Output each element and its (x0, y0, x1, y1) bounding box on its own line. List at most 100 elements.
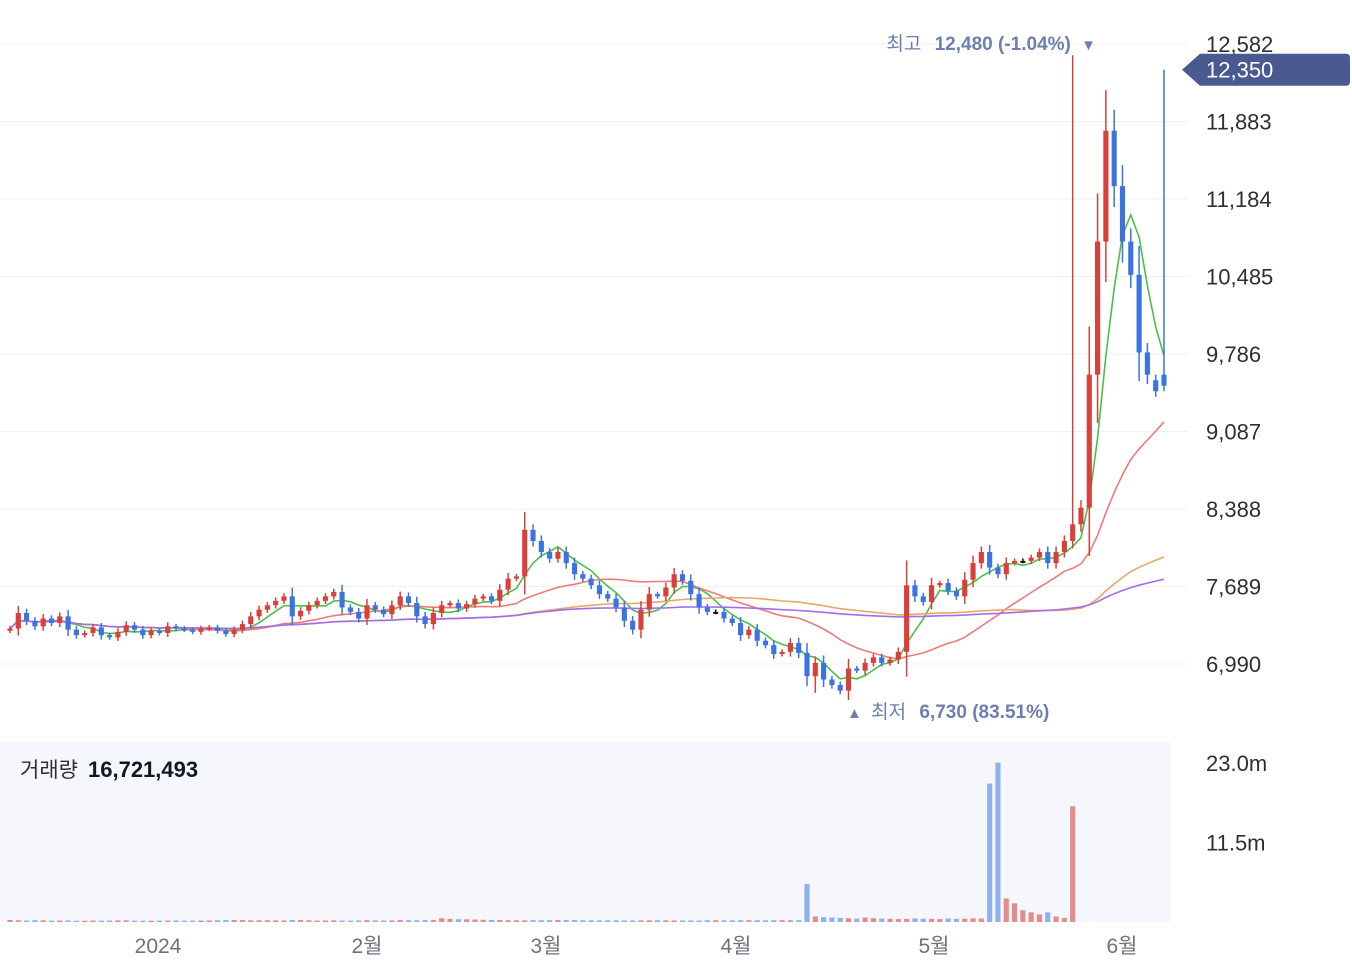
candle-body (405, 596, 412, 604)
candle-body (497, 589, 503, 601)
candle-body (464, 604, 470, 609)
volume-bar (779, 920, 785, 922)
volume-bar (1028, 912, 1034, 922)
volume-bar (1011, 903, 1018, 922)
candle-body (1111, 130, 1117, 187)
candle-body (439, 605, 445, 613)
volume-bar (920, 918, 926, 922)
candle-body (995, 567, 1001, 575)
volume-bar (530, 920, 536, 922)
volume-bar (937, 919, 943, 922)
candle-body (173, 626, 179, 629)
candle-body (1070, 524, 1076, 541)
candle-body (414, 603, 420, 617)
candle-body (513, 576, 520, 579)
volume-bar (488, 919, 495, 922)
volume-bar (464, 919, 470, 922)
volume-bar (206, 920, 212, 922)
current-price-tag-text: 12,350 (1206, 58, 1273, 83)
high-annotation-arrow: ▼ (1081, 37, 1096, 54)
volume-bar (987, 783, 993, 922)
candle-body (937, 583, 943, 586)
low-annotation: ▲ 최저 6,730 (83.51%) (847, 701, 1049, 723)
moving-average-lines (9, 212, 1165, 680)
candle-body (796, 642, 802, 653)
candle-body (580, 574, 586, 579)
candle-body (829, 679, 835, 686)
candle-body (1136, 274, 1142, 353)
candle-body (605, 594, 611, 599)
candlesticks (7, 55, 1167, 701)
volume-bar (173, 920, 179, 922)
current-price-tag[interactable]: 12,350 (1182, 53, 1350, 86)
volume-bar (870, 918, 876, 922)
volume-bar (1036, 914, 1043, 922)
volume-bar (970, 918, 976, 922)
volume-bar (430, 919, 436, 922)
volume-bar (331, 920, 337, 922)
candle-body (663, 587, 669, 597)
volume-bars (7, 762, 1076, 922)
volume-bar (771, 920, 777, 922)
time-tick-label: 2월 (352, 935, 383, 958)
time-tick-label: 4월 (721, 935, 752, 958)
candle-body (912, 585, 918, 597)
volume-bar (231, 919, 237, 922)
volume-bar (729, 920, 735, 922)
candle-body (679, 574, 686, 581)
volume-bar (298, 920, 304, 922)
volume-bar (646, 920, 652, 922)
time-tick-label: 3월 (531, 935, 562, 958)
candle-body (488, 596, 495, 601)
volume-bar (389, 920, 395, 922)
price-tick-label: 6,990 (1206, 652, 1261, 677)
candle-body (7, 628, 13, 631)
candle-body (322, 596, 329, 601)
volume-bar (131, 920, 138, 922)
volume-bar (1070, 806, 1076, 922)
volume-bar (812, 916, 818, 922)
candle-body (671, 574, 677, 588)
price-tick-label: 9,087 (1206, 420, 1261, 445)
volume-bar (223, 920, 229, 922)
volume-bar (73, 920, 79, 922)
candle-body (654, 594, 661, 597)
candle-body (57, 616, 63, 623)
candle-body (356, 611, 362, 619)
candle-body (190, 629, 196, 632)
candle-body (281, 596, 287, 601)
candle-body (214, 627, 221, 631)
volume-bar (107, 920, 113, 922)
volume-bar (48, 920, 55, 922)
moving-average-line (9, 212, 1165, 680)
price-tick-label: 9,786 (1206, 342, 1261, 367)
low-annotation-value: 6,730 (83.51%) (919, 702, 1049, 723)
candle-body (256, 609, 262, 617)
candle-body (1144, 352, 1150, 375)
candle-body (987, 552, 993, 568)
candle-body (804, 652, 810, 677)
candle-body (630, 620, 636, 630)
price-tick-label: 7,689 (1206, 575, 1261, 600)
candle-body (1153, 380, 1159, 392)
volume-bar (754, 920, 760, 922)
candle-body (762, 640, 769, 646)
candle-body (90, 627, 96, 633)
volume-bar (264, 920, 270, 922)
candle-body (198, 628, 204, 632)
candle-body (32, 620, 38, 627)
volume-bar (40, 920, 46, 922)
volume-bar (995, 762, 1001, 922)
candle-body (123, 625, 129, 632)
candle-body (364, 605, 370, 619)
candle-body (1086, 374, 1092, 508)
volume-bar (854, 918, 860, 922)
candle-body (928, 585, 935, 602)
candle-body (223, 630, 229, 635)
volume-tick-label: 11.5m (1206, 830, 1266, 855)
volume-bar (1045, 912, 1051, 922)
candle-body (372, 605, 378, 610)
volume-bar (248, 920, 254, 922)
price-tick-label: 10,485 (1206, 265, 1273, 290)
